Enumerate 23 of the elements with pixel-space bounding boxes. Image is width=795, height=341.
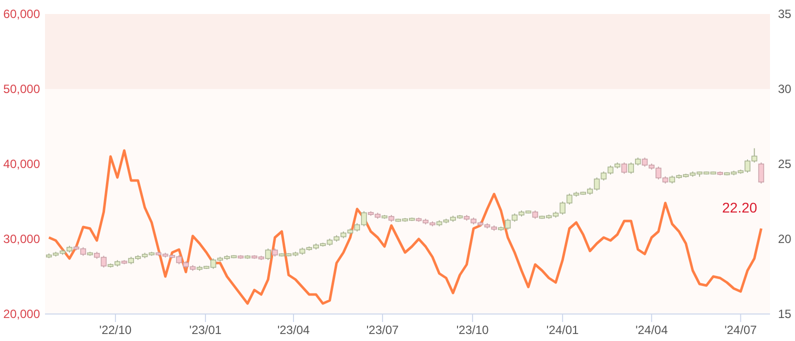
candlestick (621, 162, 628, 174)
y-tick-label: 20,000 (3, 307, 40, 322)
x-tick-label: '23/01 (189, 323, 222, 337)
y-tick-label: 30,000 (3, 232, 40, 246)
x-tick-label: '23/07 (366, 323, 400, 337)
y-tick-label: 50,000 (3, 82, 40, 96)
x-tick-label: '23/04 (277, 323, 310, 337)
candlestick (265, 248, 271, 260)
annotation: 22.20 (722, 200, 758, 216)
y-tick-label: 40,000 (3, 157, 40, 172)
y2-tick-label: 20 (778, 232, 792, 246)
x-tick-label: '22/10 (99, 323, 132, 337)
x-tick-label: '24/04 (635, 323, 668, 337)
y2-tick-label: 35 (778, 7, 792, 22)
x-tick-label: '24/01 (546, 323, 580, 337)
candlestick (758, 162, 764, 184)
line-series (48, 149, 762, 305)
y2-tick-label: 15 (778, 307, 792, 322)
y-tick-label: 60,000 (3, 7, 40, 22)
y2-tick-label: 25 (778, 157, 792, 172)
x-tick-label: '23/10 (456, 323, 490, 337)
y2-tick-label: 30 (778, 82, 792, 96)
x-tick-label: '24/07 (724, 323, 758, 337)
